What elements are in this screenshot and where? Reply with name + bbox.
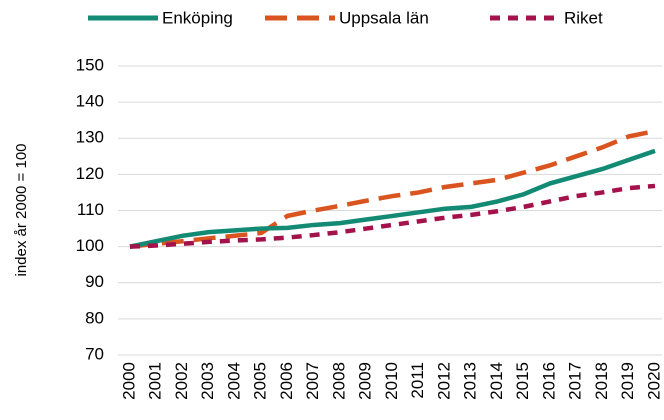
- series-line: [129, 128, 656, 249]
- series-line: [129, 148, 656, 249]
- y-tick-label: 90: [85, 272, 104, 291]
- x-tick-label: 2006: [277, 362, 296, 400]
- x-tick-label: 2014: [487, 362, 506, 400]
- x-tick-label: 2019: [618, 362, 637, 400]
- x-tick-label: 2002: [172, 362, 191, 400]
- x-tick-label: 2020: [644, 362, 663, 400]
- y-tick-label: 130: [76, 128, 104, 147]
- x-tick-label: 2011: [408, 362, 427, 399]
- y-tick-label: 110: [77, 200, 104, 219]
- x-tick-label: 2017: [566, 362, 585, 400]
- y-tick-label: 120: [76, 164, 104, 183]
- x-tick-label: 2016: [539, 362, 558, 400]
- legend-label: Riket: [564, 8, 603, 27]
- y-tick-label: 70: [85, 344, 104, 363]
- y-tick-label: 80: [85, 308, 104, 327]
- legend-label: Enköping: [162, 8, 233, 27]
- x-tick-label: 2008: [329, 362, 348, 400]
- x-tick-label: 2003: [198, 362, 217, 400]
- x-tick-label: 2010: [382, 362, 401, 400]
- legend-label: Uppsala län: [339, 8, 429, 27]
- x-tick-label: 2005: [251, 362, 270, 400]
- x-tick-label: 2007: [303, 362, 322, 400]
- x-tick-label: 2000: [119, 362, 138, 400]
- y-tick-label: 140: [76, 92, 104, 111]
- x-tick-label: 2004: [224, 362, 243, 400]
- x-tick-label: 2015: [513, 362, 532, 400]
- x-tick-label: 2009: [356, 362, 375, 400]
- y-tick-label: 150: [76, 55, 104, 74]
- y-axis-label: index år 2000 = 100: [13, 143, 30, 276]
- series-line: [129, 183, 656, 249]
- x-tick-label: 2018: [592, 362, 611, 400]
- x-tick-label: 2001: [146, 362, 165, 400]
- y-tick-label: 100: [76, 236, 104, 255]
- x-tick-label: 2012: [434, 362, 453, 400]
- x-tick-label: 2013: [461, 362, 480, 400]
